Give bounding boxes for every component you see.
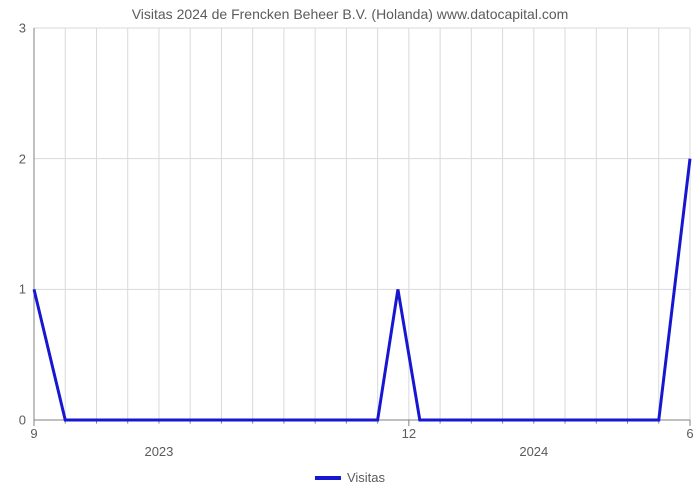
plot-svg bbox=[34, 28, 690, 432]
x-tick-label: 6 bbox=[686, 420, 693, 441]
y-tick-label: 1 bbox=[19, 282, 34, 297]
x-year-label: 2024 bbox=[519, 444, 548, 459]
legend: Visitas bbox=[315, 470, 385, 485]
legend-label: Visitas bbox=[347, 470, 385, 485]
plot-area: 0123912620232024 bbox=[34, 28, 690, 420]
x-tick-label: 12 bbox=[402, 420, 416, 441]
x-tick-label: 9 bbox=[30, 420, 37, 441]
x-year-label: 2023 bbox=[144, 444, 173, 459]
chart-title: Visitas 2024 de Frencken Beheer B.V. (Ho… bbox=[0, 6, 700, 22]
line-chart: Visitas 2024 de Frencken Beheer B.V. (Ho… bbox=[0, 0, 700, 500]
legend-swatch bbox=[315, 476, 341, 480]
y-tick-label: 2 bbox=[19, 151, 34, 166]
y-tick-label: 3 bbox=[19, 21, 34, 36]
